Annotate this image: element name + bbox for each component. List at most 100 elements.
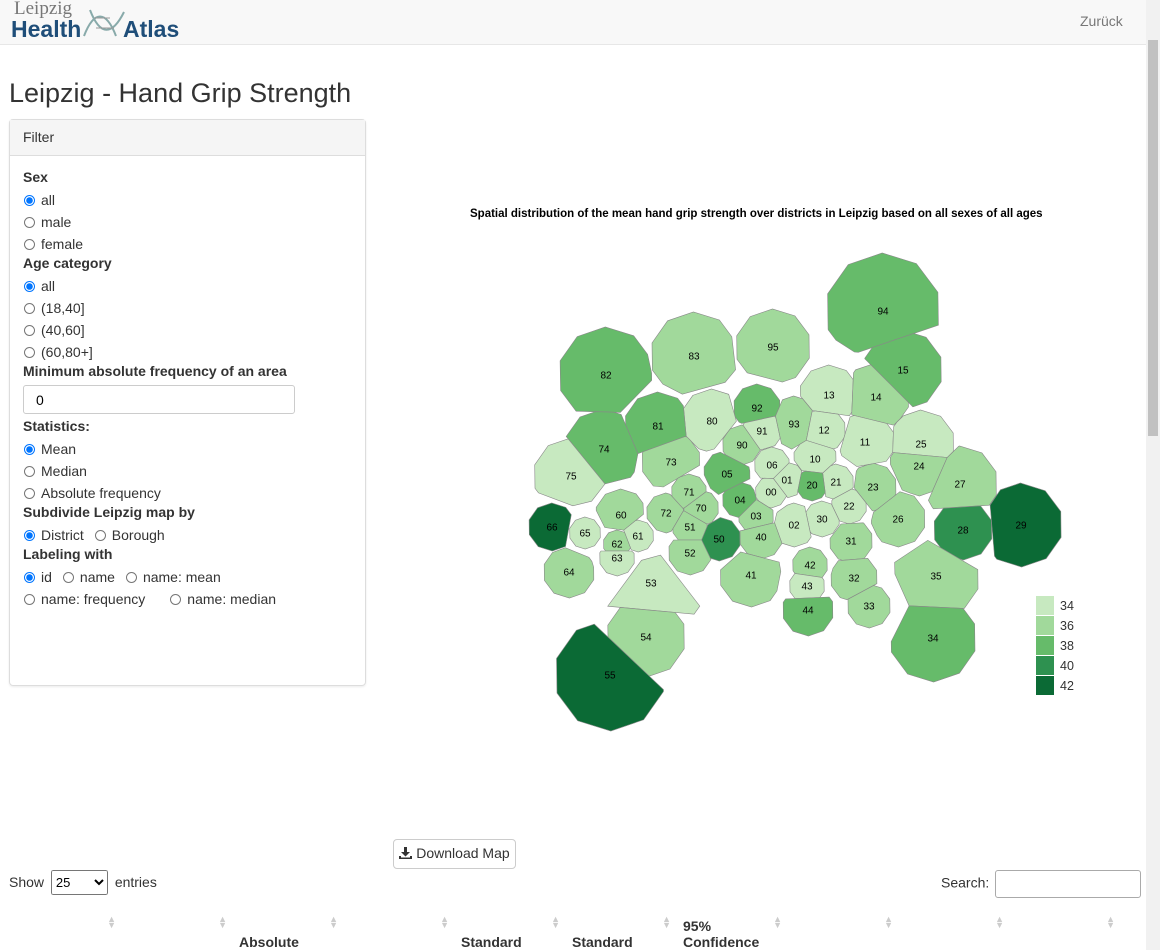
filter-group: Minimum absolute frequency of an area	[23, 363, 352, 418]
radio[interactable]	[170, 594, 182, 605]
district	[607, 554, 701, 615]
radio[interactable]	[24, 195, 35, 206]
district-label: 51	[684, 523, 696, 534]
download-button[interactable]: Download Map	[393, 839, 516, 869]
radio-option[interactable]: male	[23, 211, 352, 233]
district-label: 11	[860, 438, 871, 449]
radio[interactable]	[24, 239, 35, 250]
column-header[interactable]: Median▲▼	[786, 906, 897, 950]
radio[interactable]	[125, 572, 137, 583]
radio-option[interactable]: name: median	[169, 588, 276, 610]
radio[interactable]	[24, 444, 35, 455]
group-label: Sex	[23, 169, 48, 185]
sort-arrows: ▲ ▼	[1106, 914, 1115, 930]
radio[interactable]	[24, 530, 35, 541]
legend-label: 34	[1060, 599, 1074, 613]
radio-option[interactable]: (40,60]	[23, 319, 352, 341]
radio-option[interactable]: name: mean	[125, 566, 221, 588]
district	[651, 311, 736, 395]
radio-option[interactable]: Borough	[94, 524, 165, 546]
district	[805, 410, 846, 450]
district-label: 74	[598, 445, 610, 456]
radio-option[interactable]: id	[23, 566, 52, 588]
radio-option[interactable]: name	[62, 566, 115, 588]
district-label: 43	[801, 582, 813, 593]
column-title: 95% Confidence Interval	[683, 918, 760, 950]
column-header[interactable]: Name▲▼	[120, 906, 231, 950]
radio[interactable]	[24, 217, 35, 228]
radio-option[interactable]: (60,80+]	[23, 341, 352, 363]
radio[interactable]	[24, 572, 35, 583]
district-label: 80	[706, 417, 718, 428]
district	[773, 462, 803, 499]
radio-option[interactable]: name: frequency	[23, 588, 145, 610]
radio-option[interactable]: District	[23, 524, 84, 546]
radio-label: District	[41, 527, 84, 543]
column-header[interactable]: Absolute Frequency ▲▼	[231, 906, 342, 950]
radio[interactable]	[24, 281, 35, 292]
scroll-thumb[interactable]	[1148, 40, 1158, 436]
radio-option[interactable]: all	[23, 189, 352, 211]
district	[559, 326, 653, 413]
search-input[interactable]	[995, 870, 1142, 898]
chart-title: Spatial distribution of the mean hand gr…	[470, 208, 1043, 220]
radio[interactable]	[62, 572, 74, 583]
district-label: 66	[546, 523, 558, 534]
district	[774, 502, 812, 548]
panel-body: Sex all male female Age category all (18,40] (4…	[10, 156, 365, 610]
number-input[interactable]	[23, 385, 295, 414]
radio-label: (60,80+]	[41, 344, 93, 360]
filter-group: Statistics: Mean Median Absolute frequency	[23, 418, 352, 504]
district	[528, 502, 572, 552]
district	[543, 547, 595, 599]
nav-link[interactable]: Zurück	[1080, 13, 1123, 29]
column-header[interactable]: Standard Error ▲▼	[564, 906, 675, 950]
column-header[interactable]: Q1▲▼	[897, 906, 1008, 950]
radio-label: id	[41, 569, 52, 585]
radio-option[interactable]: (18,40]	[23, 297, 352, 319]
radio[interactable]	[24, 347, 35, 358]
district-label: 14	[870, 393, 882, 404]
group-label: Labeling with	[23, 546, 113, 562]
column-title: Absolute Frequency	[239, 934, 299, 950]
radio[interactable]	[24, 466, 35, 477]
filter-group: Labeling with id name name: mean name: frequ…	[23, 546, 352, 610]
district	[871, 491, 926, 548]
district	[641, 436, 700, 488]
radio-option[interactable]: Absolute frequency	[23, 482, 352, 504]
scrollbar[interactable]	[1146, 0, 1160, 950]
map-chart: Spatial distribution of the mean hand gr…	[470, 208, 1074, 732]
radio-option[interactable]: Median	[23, 460, 352, 482]
logo-text: Leipzig	[14, 0, 73, 19]
page-length-select[interactable]: 25	[50, 870, 108, 895]
district-label: 64	[563, 568, 575, 579]
sort-arrows: ▲ ▼	[329, 914, 338, 930]
district-label: 31	[845, 537, 857, 548]
radio[interactable]	[24, 594, 35, 605]
radio-option[interactable]: female	[23, 233, 352, 255]
sort-arrows: ▲ ▼	[218, 914, 227, 930]
column-header[interactable]: Q3▲▼	[1008, 906, 1119, 950]
radio[interactable]	[94, 530, 106, 541]
column-header[interactable]: Mean▲▼	[342, 906, 453, 950]
district	[607, 607, 685, 677]
radio[interactable]	[24, 325, 35, 336]
district-label: 62	[611, 540, 623, 551]
group-label: Subdivide Leipzig map by	[23, 504, 195, 520]
column-header[interactable]: District ID▲▼	[9, 906, 120, 950]
radio-label: Absolute frequency	[41, 485, 161, 501]
logo-text: Atlas	[123, 16, 180, 42]
navbar: Leipzig Health Atlas Zurück	[0, 0, 1146, 45]
column-header[interactable]: 95% Confidence Interval ▲▼	[675, 906, 786, 950]
district-label: 35	[930, 572, 942, 583]
radio-option[interactable]: all	[23, 275, 352, 297]
district	[736, 308, 810, 383]
district-label: 82	[600, 371, 612, 382]
download-icon	[399, 847, 413, 859]
radio[interactable]	[24, 488, 35, 499]
radio[interactable]	[24, 303, 35, 314]
sort-arrows: ▲ ▼	[995, 914, 1004, 930]
radio-option[interactable]: Mean	[23, 438, 352, 460]
column-header[interactable]: Standard Deviation ▲▼	[453, 906, 564, 950]
